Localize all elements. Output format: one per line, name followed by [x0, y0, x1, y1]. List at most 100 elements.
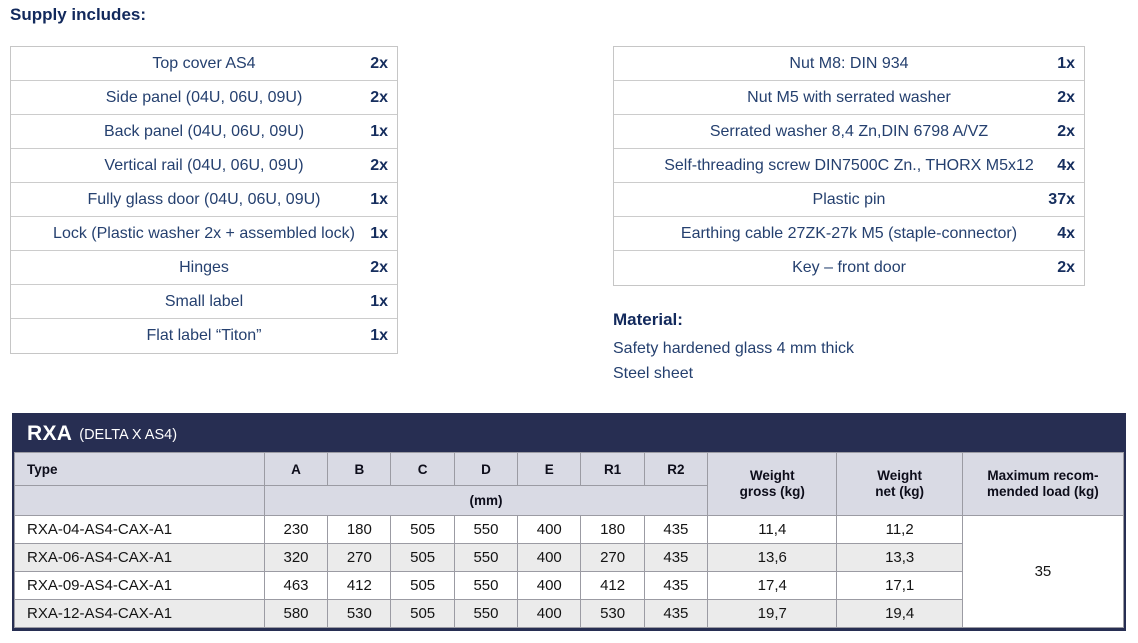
- cell-r2: 435: [643, 599, 709, 628]
- item-label: Flat label “Titon”: [146, 327, 262, 344]
- item-label: Nut M8: DIN 934: [789, 54, 909, 72]
- item-label: Plastic pin: [812, 190, 886, 208]
- cell-r1: 180: [580, 515, 645, 544]
- item-label: Serrated washer 8,4 Zn,DIN 6798 A/VZ: [709, 122, 989, 140]
- cell-c: 505: [390, 599, 455, 628]
- material-line: Safety hardened glass 4 mm thick: [613, 340, 855, 357]
- cell-weight-net: 19,4: [836, 599, 963, 628]
- supply-item-row: Lock (Plastic washer 2x + assembled lock…: [11, 217, 397, 251]
- col-header-max-load: Maximum recom- mended load (kg): [961, 452, 1125, 516]
- item-qty: 1x: [370, 327, 388, 344]
- supply-table-left: Top cover AS4 2x Side panel (04U, 06U, 0…: [10, 46, 398, 354]
- item-label: Self-threading screw DIN7500C Zn., THORX…: [664, 156, 1034, 174]
- item-label: Vertical rail (04U, 06U, 09U): [104, 156, 304, 174]
- supply-item-row: Fully glass door (04U, 06U, 09U) 1x: [11, 183, 397, 217]
- cell-e: 400: [517, 571, 582, 600]
- cell-weight-gross: 11,4: [707, 515, 838, 544]
- cell-c: 505: [390, 543, 455, 572]
- item-qty: 1x: [370, 224, 388, 242]
- cell-b: 270: [327, 543, 392, 572]
- item-label: Small label: [164, 292, 244, 310]
- cell-b: 180: [327, 515, 392, 544]
- spec-table: Type A B C D E R1 R2 Weight gross (kg) W…: [14, 452, 1125, 628]
- cell-a: 580: [263, 599, 329, 628]
- header-line: mended load (kg): [987, 484, 1099, 499]
- cell-d: 550: [453, 543, 519, 572]
- cell-type: RXA-04-AS4-CAX-A1: [14, 515, 265, 544]
- supply-item-row: Back panel (04U, 06U, 09U) 1x: [11, 115, 397, 149]
- supply-item-row: Plastic pin 37x: [614, 183, 1084, 217]
- col-header-weight-net: Weight net (kg): [836, 452, 963, 516]
- spec-table-title: RXA: [27, 421, 73, 445]
- cell-weight-net: 17,1: [836, 571, 963, 600]
- col-header-r2: R2: [643, 452, 709, 486]
- spec-header-row: Type A B C D E R1 R2 Weight gross (kg) W…: [14, 452, 1125, 516]
- unit-label-mm: (mm): [263, 485, 709, 516]
- cell-b: 412: [327, 571, 392, 600]
- supply-item-row: Top cover AS4 2x: [11, 47, 397, 81]
- spec-table-titlebar: RXA (DELTA X AS4): [14, 415, 1124, 452]
- item-qty: 1x: [370, 292, 388, 310]
- cell-a: 320: [263, 543, 329, 572]
- cell-weight-gross: 17,4: [707, 571, 838, 600]
- item-qty: 4x: [1057, 156, 1075, 174]
- item-qty: 2x: [1057, 259, 1075, 276]
- cell-d: 550: [453, 599, 519, 628]
- cell-r1: 530: [580, 599, 645, 628]
- item-label: Hinges: [179, 258, 229, 276]
- cell-weight-gross: 13,6: [707, 543, 838, 572]
- header-line: net (kg): [875, 484, 925, 499]
- cell-b: 530: [327, 599, 392, 628]
- material-section: Material: Safety hardened glass 4 mm thi…: [613, 310, 854, 386]
- cell-weight-net: 11,2: [836, 515, 963, 544]
- material-heading: Material:: [613, 310, 683, 329]
- col-header-a: A: [263, 452, 329, 486]
- item-label: Top cover AS4: [152, 54, 256, 72]
- cell-c: 505: [390, 515, 455, 544]
- item-qty: 2x: [1057, 88, 1075, 106]
- col-header-e: E: [517, 452, 582, 486]
- table-row: RXA-04-AS4-CAX-A1 230 180 505 550 400 18…: [14, 515, 1125, 628]
- cell-type: RXA-09-AS4-CAX-A1: [14, 571, 265, 600]
- cell-a: 463: [263, 571, 329, 600]
- supply-item-row: Vertical rail (04U, 06U, 09U) 2x: [11, 149, 397, 183]
- item-label: Earthing cable 27ZK-27k M5 (staple-conne…: [680, 224, 1018, 242]
- empty-cell: [14, 485, 265, 516]
- table-row: RXA-12-AS4-CAX-A1 580 530 505 550 400 53…: [14, 599, 1124, 628]
- item-qty: 2x: [370, 88, 388, 106]
- cell-d: 550: [453, 571, 519, 600]
- supply-item-row: Earthing cable 27ZK-27k M5 (staple-conne…: [614, 217, 1084, 251]
- header-line: gross (kg): [739, 484, 805, 499]
- item-label: Nut M5 with serrated washer: [747, 88, 951, 106]
- spec-table-section: RXA (DELTA X AS4) Type A B C D E R1 R2 W…: [12, 413, 1126, 631]
- item-qty: 1x: [370, 190, 388, 208]
- material-line: Steel sheet: [613, 365, 694, 382]
- cell-weight-net: 13,3: [836, 543, 963, 572]
- supply-includes-heading: Supply includes:: [10, 5, 147, 24]
- item-label: Key – front door: [792, 259, 906, 276]
- col-header-weight-gross: Weight gross (kg): [707, 452, 838, 516]
- header-line: Weight: [877, 468, 923, 483]
- supply-table-right: Nut M8: DIN 934 1x Nut M5 with serrated …: [613, 46, 1085, 286]
- supply-item-row: Serrated washer 8,4 Zn,DIN 6798 A/VZ 2x: [614, 115, 1084, 149]
- item-qty: 2x: [370, 156, 388, 174]
- col-header-c: C: [390, 452, 455, 486]
- table-row: RXA-06-AS4-CAX-A1 320 270 505 550 400 27…: [14, 543, 1124, 572]
- supply-item-row: Self-threading screw DIN7500C Zn., THORX…: [614, 149, 1084, 183]
- item-qty: 2x: [370, 54, 388, 72]
- cell-r1: 412: [580, 571, 645, 600]
- supply-item-row: Key – front door 2x: [614, 251, 1084, 285]
- item-qty: 2x: [1057, 122, 1075, 140]
- cell-e: 400: [517, 599, 582, 628]
- header-line: Maximum recom-: [987, 468, 1099, 483]
- header-line: Weight: [749, 468, 795, 483]
- supply-item-row: Nut M5 with serrated washer 2x: [614, 81, 1084, 115]
- supply-item-row: Nut M8: DIN 934 1x: [614, 47, 1084, 81]
- item-label: Fully glass door (04U, 06U, 09U): [87, 190, 321, 208]
- supply-item-row: Hinges 2x: [11, 251, 397, 285]
- supply-item-row: Flat label “Titon” 1x: [11, 319, 397, 353]
- item-qty: 4x: [1057, 224, 1075, 242]
- spec-table-subtitle: (DELTA X AS4): [79, 426, 178, 443]
- cell-r2: 435: [643, 543, 709, 572]
- item-qty: 37x: [1048, 190, 1075, 208]
